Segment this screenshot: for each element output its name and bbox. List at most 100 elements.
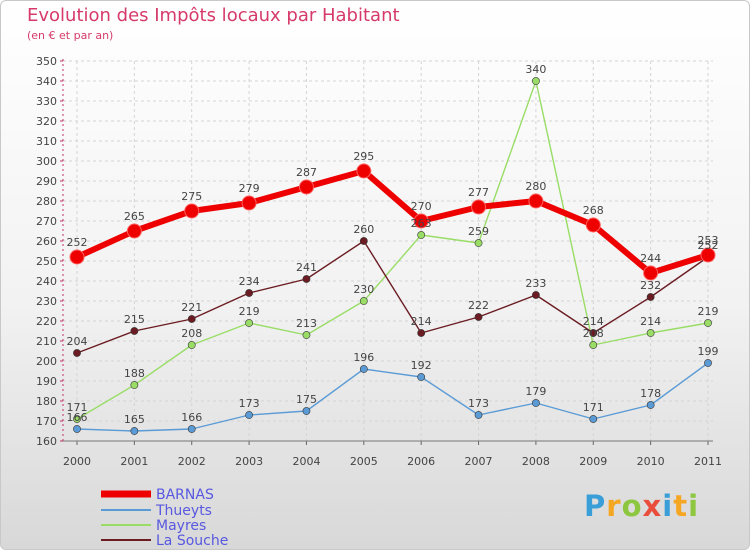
y-tick-label: 260 [36, 235, 57, 248]
series-line [75, 168, 709, 276]
legend-label: Thueyts [155, 503, 212, 519]
data-label: 214 [640, 315, 661, 328]
data-point [69, 249, 85, 265]
data-point [245, 289, 253, 297]
data-label: 280 [525, 180, 546, 193]
y-tick-label: 330 [36, 95, 57, 108]
data-point [359, 297, 368, 305]
data-label: 253 [698, 234, 719, 247]
data-label: 277 [468, 186, 489, 199]
data-label: 166 [67, 411, 88, 424]
data-label: 340 [525, 63, 546, 76]
data-label: 252 [67, 236, 88, 249]
data-point [528, 193, 544, 209]
y-tick-label: 290 [36, 175, 57, 188]
legend-label: Mayres [156, 518, 206, 534]
data-label: 230 [353, 283, 374, 296]
data-point [589, 415, 598, 423]
data-point [130, 381, 139, 389]
data-point [356, 163, 372, 179]
data-point [359, 237, 368, 245]
logo-letter: o [621, 489, 643, 523]
x-tick-label: 2008 [522, 455, 550, 468]
y-tick-label: 200 [36, 355, 57, 368]
data-point [73, 349, 81, 357]
x-tick-label: 2011 [694, 455, 722, 468]
data-point [359, 365, 368, 373]
y-tick-label: 210 [36, 335, 57, 348]
y-tick-label: 230 [36, 295, 57, 308]
data-label: 204 [67, 335, 88, 348]
data-label: 213 [296, 317, 317, 330]
data-label: 233 [525, 277, 546, 290]
data-label: 219 [698, 305, 719, 318]
data-point [704, 359, 712, 367]
y-tick-label: 280 [36, 195, 57, 208]
data-label: 215 [124, 313, 145, 326]
data-point [302, 275, 311, 283]
data-label: 173 [468, 397, 489, 410]
data-point [187, 425, 196, 433]
data-point [646, 293, 655, 301]
data-label: 171 [67, 401, 88, 414]
data-label: 208 [583, 327, 604, 340]
data-label: 173 [239, 397, 260, 410]
data-label: 192 [411, 359, 432, 372]
x-tick-label: 2002 [178, 455, 206, 468]
data-label: 171 [583, 401, 604, 414]
data-label: 179 [525, 385, 546, 398]
data-label: 199 [698, 345, 719, 358]
logo-letter: t [673, 489, 689, 523]
data-label: 175 [296, 393, 317, 406]
data-label: 241 [296, 261, 317, 274]
logo-letter: r [606, 489, 622, 523]
data-point [417, 329, 426, 337]
data-label: 260 [353, 223, 374, 236]
data-label: 196 [353, 351, 374, 364]
y-tick-label: 170 [36, 415, 57, 428]
data-label: 263 [411, 217, 432, 230]
data-label: 221 [181, 301, 202, 314]
y-tick-label: 350 [36, 55, 57, 68]
data-label: 222 [468, 299, 489, 312]
y-tick-label: 220 [36, 315, 57, 328]
x-tick-label: 2004 [292, 455, 320, 468]
logo-letter: i [688, 489, 700, 523]
data-label: 165 [124, 413, 145, 426]
data-label: 234 [239, 275, 260, 288]
x-tick-label: 2003 [235, 455, 263, 468]
data-label: 295 [353, 150, 374, 163]
x-tick-label: 2000 [63, 455, 91, 468]
x-tick-label: 2007 [465, 455, 493, 468]
data-point [643, 265, 659, 281]
data-point [73, 425, 81, 433]
y-tick-label: 270 [36, 215, 57, 228]
data-point [417, 231, 426, 239]
data-point [532, 291, 540, 299]
y-tick-label: 240 [36, 275, 57, 288]
data-label: 244 [640, 252, 661, 265]
series-line [76, 80, 709, 420]
data-point [126, 223, 142, 239]
data-point [302, 407, 311, 415]
y-tick-label: 180 [36, 395, 57, 408]
data-label: 287 [296, 166, 317, 179]
data-label: 178 [640, 387, 661, 400]
logo-letter: P [584, 489, 607, 523]
data-label: 279 [239, 182, 260, 195]
data-label: 270 [411, 200, 432, 213]
data-point [187, 341, 196, 349]
y-tick-label: 160 [36, 435, 57, 448]
data-label: 268 [583, 204, 604, 217]
series-line [76, 240, 709, 354]
y-tick-label: 310 [36, 135, 57, 148]
legend-label: La Souche [156, 533, 228, 549]
data-point [413, 213, 429, 229]
data-point [245, 411, 253, 419]
data-point [700, 247, 716, 263]
data-label: 259 [468, 225, 489, 238]
data-point [302, 331, 311, 339]
data-label: 188 [124, 367, 145, 380]
data-label: 214 [411, 315, 432, 328]
